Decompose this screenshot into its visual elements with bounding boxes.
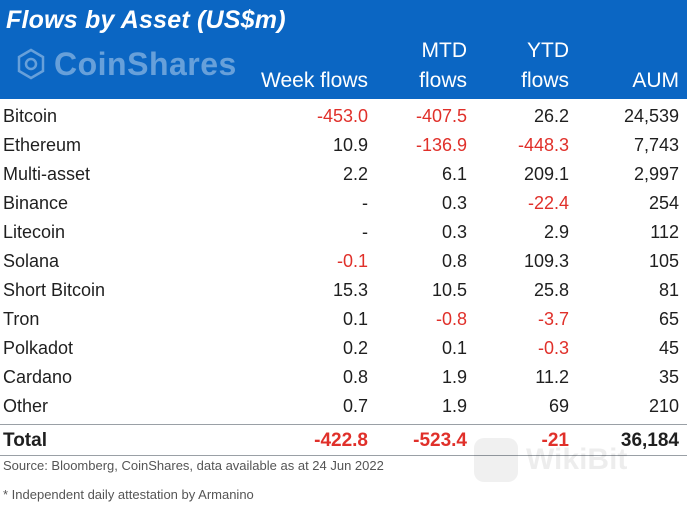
table-row: Ethereum 10.9 -136.9 -448.3 7,743 [0, 131, 687, 160]
source-note: Source: Bloomberg, CoinShares, data avai… [3, 458, 384, 473]
total-week: -422.8 [314, 430, 368, 451]
ytd-flow: -448.3 [517, 135, 569, 155]
bottom-divider [0, 455, 687, 456]
ytd-flow: 2.9 [543, 222, 569, 242]
week-flow: 0.1 [342, 309, 368, 329]
mtd-flow: 1.9 [441, 367, 467, 387]
flows-table: Bitcoin -453.0 -407.5 26.2 24,539 Ethereum 10.… [0, 102, 687, 456]
week-flow: -0.1 [336, 251, 368, 271]
column-header-week: Week flows [261, 66, 368, 96]
asset-name: Multi-asset [3, 164, 91, 184]
table-row: Bitcoin -453.0 -407.5 26.2 24,539 [0, 102, 687, 131]
ytd-flow: 26.2 [533, 106, 569, 126]
aum-value: 81 [658, 280, 679, 300]
week-flow: 10.9 [332, 135, 368, 155]
week-flow: 0.2 [342, 338, 368, 358]
column-header-ytd: YTD flows [521, 36, 569, 96]
mtd-flow: 0.3 [441, 193, 467, 213]
total-mtd: -523.4 [413, 430, 467, 451]
watermark-text: WikiBit [526, 443, 628, 476]
watermark: WikiBit [474, 438, 627, 482]
aum-value: 65 [658, 309, 679, 329]
column-header-aum: AUM [632, 66, 679, 96]
ytd-flow: -0.3 [537, 338, 569, 358]
column-header-mtd-line1: MTD [421, 39, 468, 62]
asset-name: Tron [3, 309, 40, 329]
table-header-banner: Flows by Asset (US$m) CoinShares Week fl… [0, 0, 687, 99]
table-row: Solana -0.1 0.8 109.3 105 [0, 247, 687, 276]
coinshares-logo: CoinShares [14, 44, 237, 84]
week-flow: 0.8 [342, 367, 368, 387]
week-flow: 2.2 [342, 164, 368, 184]
mtd-flow: -407.5 [415, 106, 467, 126]
aum-value: 45 [658, 338, 679, 358]
aum-value: 210 [648, 396, 679, 416]
total-row: Total -422.8 -523.4 -21 36,184 [0, 426, 687, 455]
mtd-flow: 0.8 [441, 251, 467, 271]
column-header-week-line1: Week flows [261, 69, 368, 92]
asset-name: Other [3, 396, 49, 416]
column-header-ytd-line1: YTD [527, 39, 569, 62]
mtd-flow: 1.9 [441, 396, 467, 416]
mtd-flow: -136.9 [415, 135, 467, 155]
aum-value: 105 [648, 251, 679, 271]
ytd-flow: -22.4 [527, 193, 569, 213]
aum-value: 112 [650, 222, 679, 242]
table-row: Binance - 0.3 -22.4 254 [0, 189, 687, 218]
ytd-flow: 109.3 [523, 251, 569, 271]
table-body: Bitcoin -453.0 -407.5 26.2 24,539 Ethereum 10.… [0, 102, 687, 421]
week-flow: 15.3 [332, 280, 368, 300]
week-flow: 0.7 [342, 396, 368, 416]
week-flow: - [362, 222, 368, 242]
asset-name: Binance [3, 193, 69, 213]
aum-value: 2,997 [633, 164, 679, 184]
total-aum: 36,184 [620, 430, 679, 451]
total-divider [0, 424, 687, 425]
total-label: Total [3, 430, 47, 451]
asset-name: Litecoin [3, 222, 66, 242]
column-header-ytd-line2: flows [521, 69, 569, 92]
asset-name: Polkadot [3, 338, 74, 358]
asset-name: Solana [3, 251, 60, 271]
asset-name: Short Bitcoin [3, 280, 106, 300]
ytd-flow: 209.1 [523, 164, 569, 184]
asset-name: Bitcoin [3, 106, 58, 126]
asset-name: Cardano [3, 367, 73, 387]
table-row: Short Bitcoin 15.3 10.5 25.8 81 [0, 276, 687, 305]
ytd-flow: -3.7 [537, 309, 569, 329]
mtd-flow: 10.5 [431, 280, 467, 300]
aum-value: 24,539 [623, 106, 679, 126]
column-header-aum-line1: AUM [632, 69, 679, 92]
week-flow: - [362, 193, 368, 213]
mtd-flow: 0.1 [441, 338, 467, 358]
table-row: Cardano 0.8 1.9 11.2 35 [0, 363, 687, 392]
mtd-flow: -0.8 [435, 309, 467, 329]
total-ytd: -21 [541, 430, 569, 451]
ytd-flow: 69 [548, 396, 569, 416]
mtd-flow: 0.3 [441, 222, 467, 242]
attestation-note: * Independent daily attestation by Arman… [3, 487, 254, 502]
asset-name: Ethereum [3, 135, 82, 155]
table-row: Other 0.7 1.9 69 210 [0, 392, 687, 421]
logo-text: CoinShares [54, 45, 237, 82]
aum-value: 254 [648, 193, 679, 213]
coinshares-logo-icon [17, 48, 45, 80]
page-title: Flows by Asset (US$m) [6, 6, 286, 34]
table-row: Polkadot 0.2 0.1 -0.3 45 [0, 334, 687, 363]
table-row: Litecoin - 0.3 2.9 112 [0, 218, 687, 247]
aum-value: 35 [658, 367, 679, 387]
ytd-flow: 25.8 [533, 280, 569, 300]
mtd-flow: 6.1 [441, 164, 467, 184]
column-header-mtd: MTD flows [419, 36, 467, 96]
aum-value: 7,743 [633, 135, 679, 155]
ytd-flow: 11.2 [535, 367, 569, 387]
week-flow: -453.0 [316, 106, 368, 126]
column-header-mtd-line2: flows [419, 69, 467, 92]
table-row: Tron 0.1 -0.8 -3.7 65 [0, 305, 687, 334]
watermark-icon [474, 438, 518, 482]
table-row: Multi-asset 2.2 6.1 209.1 2,997 [0, 160, 687, 189]
